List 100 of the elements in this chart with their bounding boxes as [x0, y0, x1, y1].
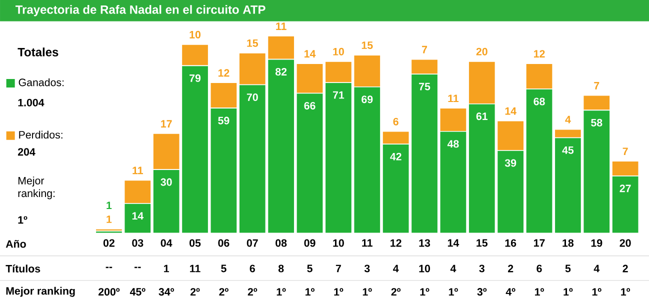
- x-tick-label: 11: [362, 239, 372, 247]
- data-label: 27: [620, 184, 631, 192]
- data-label: 12: [534, 50, 545, 58]
- data-label: 61: [476, 112, 488, 120]
- text: 6: [250, 265, 255, 273]
- text: Títulos: [6, 264, 40, 273]
- text: 1º: [564, 288, 573, 296]
- text: 3: [364, 264, 370, 273]
- text: 1.004: [18, 99, 44, 107]
- data-label: 68: [534, 98, 545, 106]
- data-label: 14: [304, 50, 316, 58]
- data-label: 70: [246, 94, 258, 102]
- text: 2: [622, 265, 628, 272]
- x-tick-label: 10: [333, 240, 344, 248]
- data-label: 6: [393, 118, 398, 126]
- data-label: 30: [160, 178, 172, 186]
- data-label: 39: [504, 159, 516, 168]
- text: 2º: [219, 288, 228, 296]
- data-label: 71: [332, 92, 344, 99]
- data-label: 48: [447, 140, 459, 148]
- data-label: 14: [505, 108, 516, 116]
- text: 200º: [98, 288, 120, 296]
- data-label: 11: [448, 94, 459, 102]
- text: Mejor ranking: [6, 287, 75, 298]
- x-tick-label: 05: [190, 240, 201, 248]
- text: 3º: [477, 288, 487, 296]
- x-tick-label: 07: [246, 240, 258, 248]
- data-label: 7: [422, 46, 428, 54]
- data-label: 14: [132, 212, 144, 220]
- text: 45º: [130, 288, 146, 296]
- text: 1º: [334, 288, 344, 296]
- text: 7: [336, 265, 341, 272]
- data-label: 7: [594, 82, 600, 90]
- data-label: 45: [562, 146, 574, 154]
- text: 1: [164, 265, 169, 272]
- text: 204: [18, 148, 36, 156]
- text: 1º: [276, 288, 286, 296]
- data-label: 11: [276, 22, 286, 30]
- text: 2º: [391, 288, 401, 296]
- x-tick-label: 18: [562, 240, 574, 248]
- text: --: [134, 267, 141, 268]
- legend-label: Perdidos:: [19, 130, 62, 139]
- data-label: 10: [333, 48, 344, 56]
- text: 5: [307, 265, 312, 272]
- x-tick-label: 04: [160, 240, 172, 248]
- data-label: 69: [362, 96, 373, 104]
- x-tick-label: 16: [505, 240, 516, 248]
- data-label: 12: [218, 69, 230, 77]
- text: 5: [221, 265, 226, 272]
- data-label: 75: [419, 83, 430, 91]
- text: 2: [508, 265, 514, 272]
- text: 1º: [448, 288, 458, 296]
- text: 1º: [306, 288, 315, 296]
- x-tick-label: 14: [448, 239, 460, 247]
- x-tick-label: 19: [591, 240, 602, 248]
- data-label: 1: [106, 216, 112, 224]
- data-label: 59: [218, 117, 230, 125]
- text: Totales: [18, 48, 58, 57]
- text: --: [106, 267, 112, 268]
- text: 4º: [506, 288, 516, 296]
- text: 6: [536, 265, 542, 273]
- x-tick-label: 09: [304, 240, 316, 248]
- data-label: 20: [476, 48, 488, 56]
- data-label: 66: [304, 102, 316, 110]
- text: 4: [393, 265, 399, 272]
- data-label: 58: [591, 119, 602, 127]
- text: 5: [565, 265, 571, 272]
- x-tick-label: 17: [534, 239, 545, 247]
- text: 2º: [190, 288, 200, 296]
- x-tick-label: 06: [218, 240, 230, 248]
- x-tick-label: 15: [476, 239, 488, 247]
- x-tick-label: 13: [419, 240, 430, 248]
- data-label: 15: [362, 42, 373, 50]
- text: 1º: [420, 288, 430, 296]
- text: 3: [479, 264, 484, 273]
- data-label: 82: [275, 68, 287, 76]
- x-tick-label: 03: [132, 240, 144, 248]
- text: 1º: [18, 216, 28, 224]
- text: 4: [594, 265, 600, 272]
- text: 1º: [592, 288, 602, 296]
- x-tick-label: 12: [390, 240, 402, 247]
- data-label: 79: [190, 74, 201, 82]
- legend-label: Ganados:: [18, 78, 64, 86]
- data-label: 11: [132, 167, 143, 174]
- text: Año: [6, 240, 26, 248]
- text: 1º: [362, 288, 372, 296]
- data-label: 1: [106, 202, 112, 210]
- x-tick-label: 08: [276, 240, 287, 248]
- data-label: 17: [161, 120, 172, 128]
- text: 34º: [158, 288, 174, 296]
- text: 11: [190, 265, 200, 272]
- data-label: 42: [390, 153, 402, 161]
- data-label: 7: [622, 148, 628, 156]
- x-tick-label: 02: [103, 240, 114, 248]
- text: 1º: [535, 288, 544, 296]
- text: 8: [278, 265, 284, 273]
- text: 2º: [248, 288, 258, 296]
- data-label: 4: [565, 116, 571, 124]
- chart-title: Trayectoria de Rafa Nadal en el circuito ATP: [16, 5, 266, 16]
- text: 1º: [621, 288, 630, 296]
